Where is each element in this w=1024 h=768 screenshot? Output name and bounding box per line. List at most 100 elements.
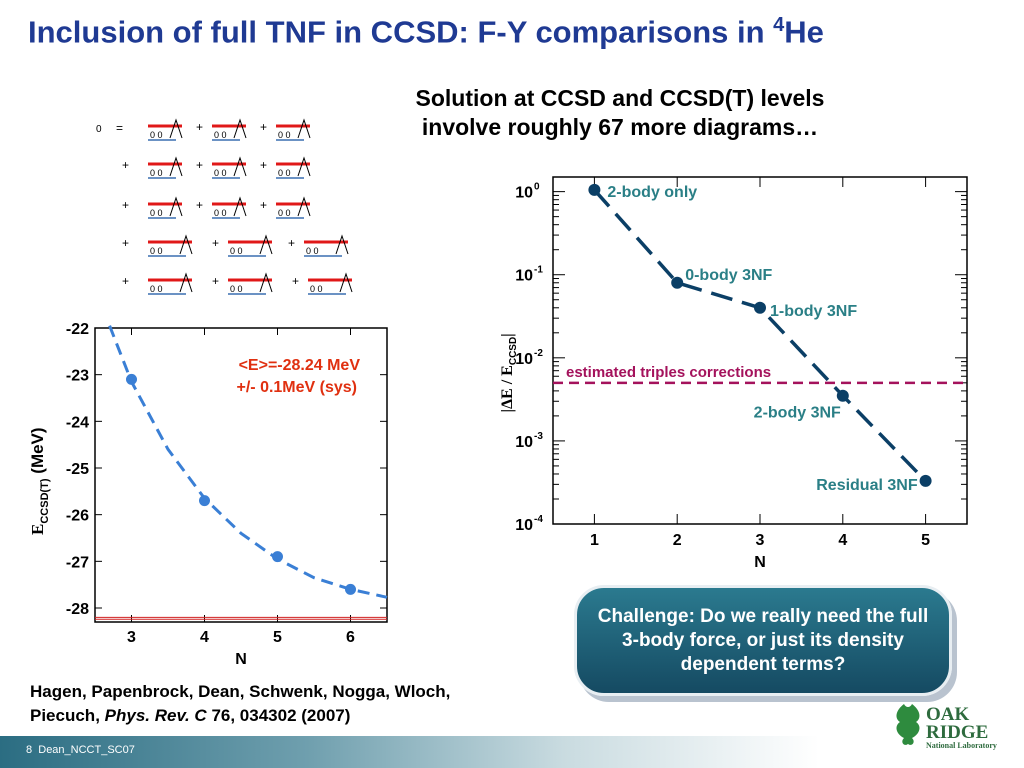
citation-authors: Hagen, Papenbrock, Dean, Schwenk, Nogga,… — [30, 682, 451, 725]
y-tick-label: -23 — [66, 368, 89, 385]
diagram-line — [297, 118, 311, 139]
diagram-line — [259, 234, 273, 255]
citation-rest: , 034302 (2007) — [230, 706, 351, 725]
energy-annotation-line1: <E>=-28.24 MeV — [239, 357, 361, 374]
y-tick-label: 10 — [515, 351, 533, 368]
point-label: 2-body 3NF — [754, 405, 841, 422]
vertex-label: 0 0 — [230, 246, 243, 256]
vertex-label: 0 0 — [278, 130, 291, 140]
diagram-equation: 0 = 0 0 +0 0 +0 0 +0 0 +0 0 +0 0 +0 0 +0 0 +0 0 +0 … — [96, 118, 353, 295]
vertex-label: 0 0 — [214, 168, 227, 178]
diagram-plus: + — [196, 120, 203, 134]
x-tick-label: 5 — [921, 532, 930, 549]
y-tick-label: 10 — [515, 268, 533, 285]
y-axis-label: ECCSD(T) (MeV) — [28, 427, 51, 535]
point-label: 1-body 3NF — [770, 303, 857, 320]
y-tick-exponent: -3 — [534, 431, 543, 442]
y-tick-label: -25 — [66, 461, 89, 478]
vertex-label: 0 0 — [214, 208, 227, 218]
diagram-count-line1: Solution at CCSD and CCSD(T) levels — [415, 85, 825, 111]
diagram-line — [297, 196, 311, 217]
y-tick-label: -26 — [66, 508, 89, 525]
oak-leaf-icon — [896, 704, 920, 745]
data-point — [588, 183, 601, 196]
vertex-label: 0 0 — [150, 246, 163, 256]
diagram-count-note: Solution at CCSD and CCSD(T) levels invo… — [355, 84, 885, 142]
data-point — [671, 276, 684, 289]
diagram-plus: + — [196, 198, 203, 212]
y-tick-exponent: -2 — [534, 348, 543, 359]
plot-frame — [94, 327, 388, 623]
y-axis-label: |ΔE / ECCSD| — [499, 333, 519, 412]
x-tick-label: 6 — [346, 629, 355, 646]
diagram-line — [179, 272, 193, 293]
fit-curve — [108, 325, 388, 599]
point-label: 0-body 3NF — [685, 267, 772, 284]
diagram-plus: + — [260, 120, 267, 134]
diagram-line — [335, 234, 349, 255]
triples-correction-label: estimated triples corrections — [566, 364, 771, 381]
y-tick-exponent: -1 — [534, 265, 543, 276]
data-point — [836, 389, 849, 402]
convergence-line — [593, 188, 927, 483]
energy-convergence-chart: -22 -23 -24 -25 -26 -27 -28 3 4 5 6 <E>=-28.24 MeV +… — [28, 321, 388, 668]
diagram-line — [297, 156, 311, 177]
x-tick-label: 2 — [673, 532, 682, 549]
y-tick-exponent: -4 — [534, 514, 543, 525]
vertex-label: 0 0 — [214, 130, 227, 140]
title-superscript: 4 — [773, 14, 785, 36]
vertex-label: 0 0 — [150, 284, 163, 294]
vertex-label: 0 0 — [150, 208, 163, 218]
diagram-count-line2: involve roughly 67 more diagrams… — [421, 114, 819, 140]
vertex-label: 0 0 — [278, 208, 291, 218]
oak-ridge-logo: OAK RIDGE National Laboratory — [896, 704, 997, 750]
vertex-label: 0 0 — [306, 246, 319, 256]
data-point — [345, 583, 356, 595]
plot-frame — [552, 176, 968, 525]
slide-name: Dean_NCCT_SC07 — [38, 744, 135, 756]
vertex-label: 0 0 — [278, 168, 291, 178]
footer-text: 8 Dean_NCCT_SC07 — [26, 744, 135, 756]
x-tick-label: 3 — [756, 532, 765, 549]
y-tick-label: 10 — [515, 185, 533, 202]
footer-bar — [0, 736, 1024, 768]
y-tick-label: 10 — [515, 517, 533, 534]
x-tick-label: 4 — [200, 629, 209, 646]
diagram-line — [233, 118, 247, 139]
x-tick-label: 5 — [273, 629, 282, 646]
title-end: He — [784, 14, 824, 50]
diagram-line — [169, 196, 183, 217]
diagram-plus: + — [292, 274, 299, 288]
zero-label: 0 — [96, 124, 102, 135]
diagram-plus: + — [196, 158, 203, 172]
energy-annotation-line2: +/- 0.1MeV (sys) — [237, 379, 358, 396]
diagram-plus: + — [260, 198, 267, 212]
x-axis-label: N — [235, 651, 247, 668]
diagram-plus: + — [122, 236, 129, 250]
point-label: 2-body only — [607, 184, 697, 201]
y-tick-label: -27 — [66, 554, 89, 571]
citation-volume: 76 — [211, 706, 231, 725]
logo-line3: National Laboratory — [926, 741, 997, 750]
diagram-plus: + — [212, 236, 219, 250]
diagram-plus: + — [260, 158, 267, 172]
logo-line1: OAK — [926, 704, 970, 725]
vertex-label: 0 0 — [230, 284, 243, 294]
diagram-line — [233, 196, 247, 217]
citation-journal: Phys. Rev. C — [104, 706, 207, 725]
x-tick-label: 4 — [838, 532, 847, 549]
challenge-text: Challenge: Do we really need the full 3-… — [597, 605, 929, 675]
slide-number: 8 — [26, 744, 33, 756]
diagram-plus: + — [212, 274, 219, 288]
y-tick-exponent: 0 — [534, 182, 540, 193]
challenge-callout: Challenge: Do we really need the full 3-… — [574, 585, 952, 696]
x-tick-label: 3 — [127, 629, 136, 646]
vertex-label: 0 0 — [310, 284, 323, 294]
y-tick-label: -22 — [66, 321, 89, 338]
diagram-line — [233, 156, 247, 177]
citation: Hagen, Papenbrock, Dean, Schwenk, Nogga,… — [30, 680, 470, 728]
diagram-plus: + — [122, 198, 129, 212]
diagram-line — [179, 234, 193, 255]
diagram-line — [259, 272, 273, 293]
diagram-line — [339, 272, 353, 293]
